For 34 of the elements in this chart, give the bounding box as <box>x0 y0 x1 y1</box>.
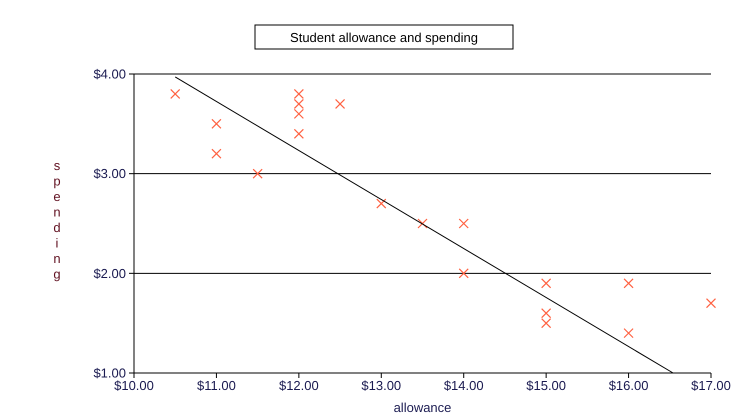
point <box>211 148 222 159</box>
point <box>294 88 304 100</box>
point <box>417 218 428 229</box>
x-tick-label: $13.00 <box>361 378 402 393</box>
point <box>376 198 386 209</box>
x-tick-label: $12.00 <box>278 378 319 393</box>
y-tick-label: $1.00 <box>93 366 126 381</box>
y-tick-label: $2.00 <box>93 266 126 281</box>
chart-title: Student allowance and spending <box>290 30 478 45</box>
point <box>294 128 304 139</box>
point <box>334 98 346 109</box>
point <box>252 168 263 179</box>
point <box>458 218 469 229</box>
x-tick-label: $15.00 <box>526 378 566 393</box>
point <box>541 308 552 318</box>
y-tick-label: $3.00 <box>93 166 126 182</box>
point <box>211 118 222 129</box>
point <box>294 98 304 109</box>
y-tick-label: $4.00 <box>93 66 126 82</box>
point <box>623 328 634 338</box>
x-axis-title: allowance <box>394 400 452 415</box>
point <box>541 318 552 328</box>
point <box>458 268 469 278</box>
point <box>170 88 180 100</box>
y-axis-title: spending <box>53 158 61 282</box>
x-tick-label: $17.00 <box>691 378 731 393</box>
x-tick-label: $11.00 <box>197 378 236 393</box>
point <box>706 298 716 308</box>
point <box>623 278 634 288</box>
point <box>541 278 552 288</box>
x-tick-label: $10.00 <box>114 378 154 393</box>
point <box>294 108 304 119</box>
x-tick-label: $14.00 <box>444 378 484 393</box>
x-tick-label: $16.00 <box>608 378 648 393</box>
